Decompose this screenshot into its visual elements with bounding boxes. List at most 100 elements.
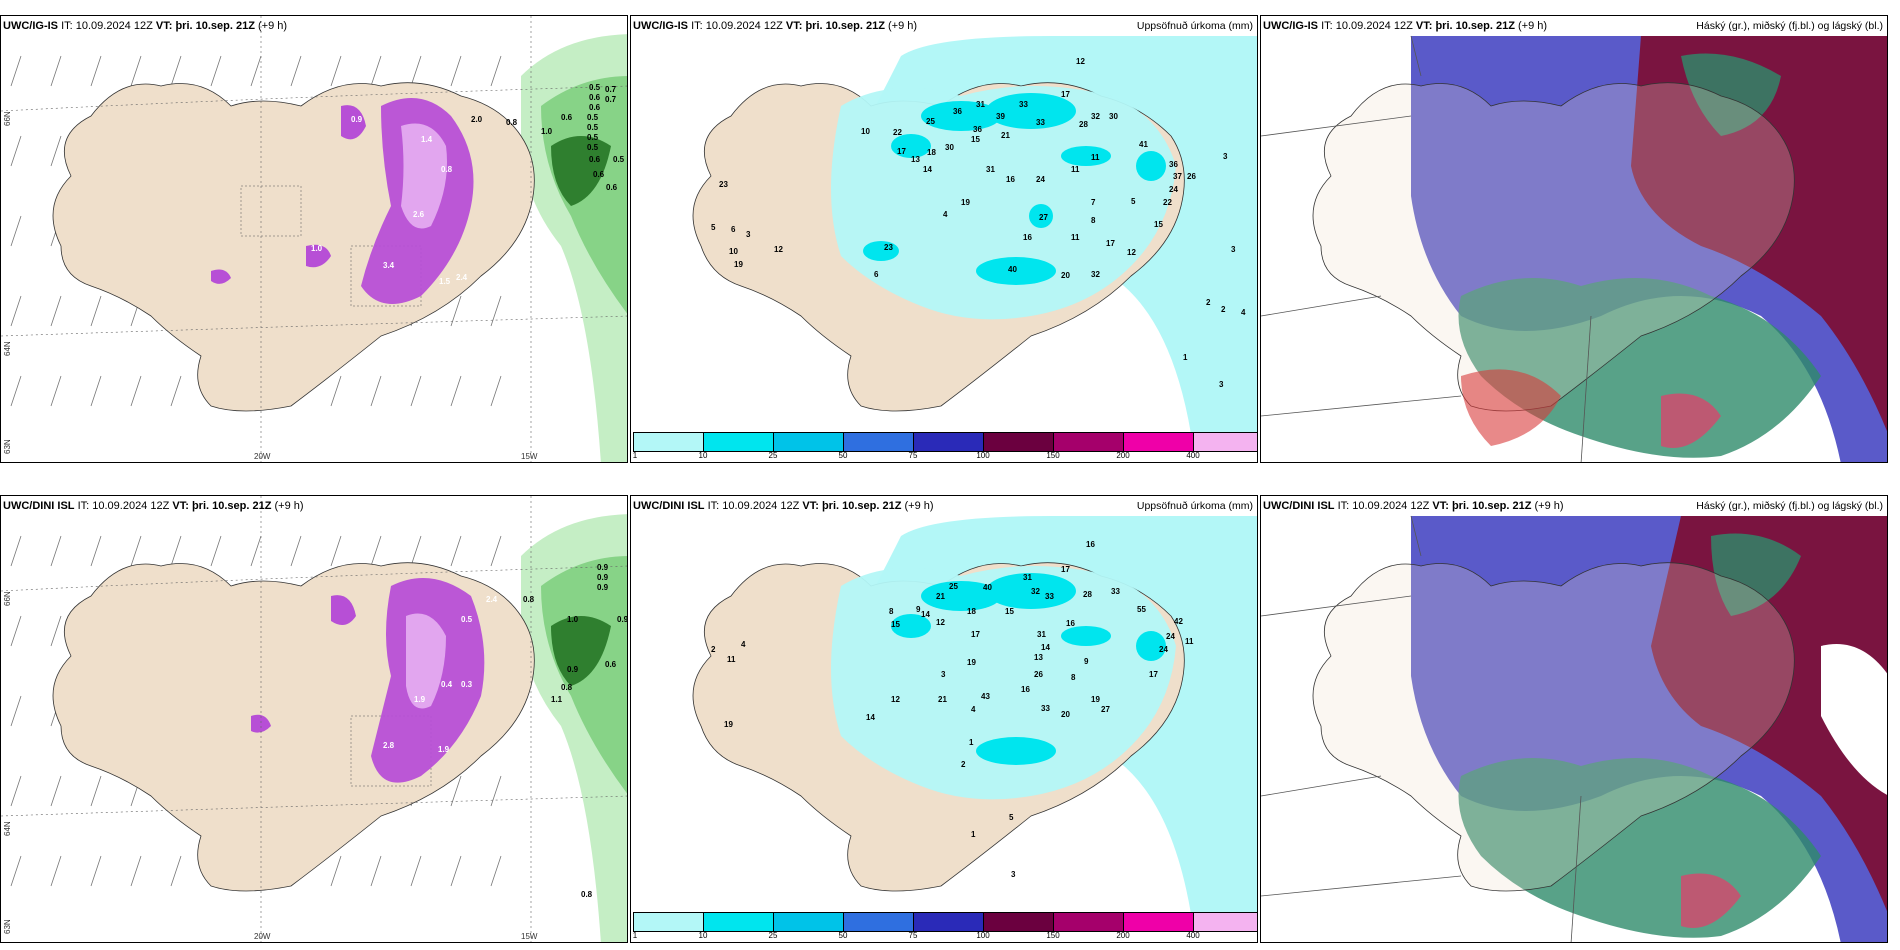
value-label: 0.9: [597, 583, 609, 592]
value-label: 32: [1031, 587, 1040, 596]
value-label: 11: [1091, 153, 1100, 162]
value-label: 17: [1061, 565, 1070, 574]
value-label: 31: [1023, 573, 1032, 582]
panel-header: UWC/DINI ISL IT: 10.09.2024 12Z VT: þri.…: [633, 500, 934, 512]
value-label: 9: [916, 605, 921, 614]
value-label: 0.9: [597, 573, 609, 582]
value-label: 9: [1084, 657, 1089, 666]
colorbar-tick: 25: [768, 451, 778, 460]
value-label: 15: [891, 620, 900, 629]
value-label: 27: [1039, 213, 1048, 222]
value-label: 1.5: [439, 277, 451, 286]
value-label: 0.8: [523, 595, 535, 604]
value-label: 31: [976, 100, 985, 109]
value-label: 5: [1131, 197, 1136, 206]
value-label: 8: [1071, 673, 1076, 682]
value-label: 36: [953, 107, 962, 116]
colorbar-tick: 100: [976, 931, 990, 940]
value-label: 7: [1091, 198, 1096, 207]
value-label: 0.7: [605, 95, 617, 104]
value-label: 2.4: [486, 595, 498, 604]
value-label: 14: [921, 610, 930, 619]
colorbar-swatch: [914, 913, 984, 931]
colorbar: 1 10 25 50 75 100 150 200 400: [631, 432, 1257, 462]
value-label: 17: [971, 630, 980, 639]
value-label: 4: [1241, 308, 1246, 317]
value-label: 19: [724, 720, 733, 729]
colorbar-tick: 75: [908, 451, 918, 460]
colorbar-tick: 400: [1186, 931, 1200, 940]
lon-label: 20W: [254, 452, 271, 461]
lon-label: 15W: [521, 452, 538, 461]
value-label: 31: [1037, 630, 1046, 639]
colorbar-swatch: [1124, 913, 1194, 931]
value-label: 13: [1034, 653, 1043, 662]
value-label: 0.6: [589, 93, 601, 102]
value-label: 2: [961, 760, 966, 769]
value-label: 0.6: [606, 183, 618, 192]
value-label: 11: [1071, 233, 1080, 242]
colorbar-tick: 200: [1116, 931, 1130, 940]
value-label: 6: [874, 270, 879, 279]
colorbar-swatch: [1054, 913, 1124, 931]
panel-title: Háský (gr.), miðský (fj.bl.) og lágský (…: [1696, 20, 1883, 32]
panel-header: UWC/IG-IS IT: 10.09.2024 12Z VT: þri. 10…: [633, 20, 918, 32]
lat-label: 63N: [3, 919, 12, 934]
value-label: 21: [938, 695, 947, 704]
value-label: 0.9: [597, 563, 609, 572]
value-label: 1: [1183, 353, 1188, 362]
value-label: 8: [1091, 216, 1096, 225]
value-label: 30: [945, 143, 954, 152]
value-label: 0.5: [587, 143, 599, 152]
colorbar-swatch: [1124, 433, 1194, 451]
colorbar-tick: 100: [976, 451, 990, 460]
value-label: 1.0: [567, 615, 579, 624]
panel-header: UWC/IG-IS IT: 10.09.2024 12Z VT: þri. 10…: [1263, 20, 1548, 32]
colorbar-tick: 50: [838, 931, 848, 940]
value-label: 32: [1091, 112, 1100, 121]
value-label: 2.4: [456, 273, 468, 282]
value-label: 26: [1034, 670, 1043, 679]
value-label: 17: [897, 147, 906, 156]
panel-bottom-right-clouds: UWC/DINI ISL IT: 10.09.2024 12Z VT: þri.…: [1260, 495, 1888, 943]
value-label: 55: [1137, 605, 1146, 614]
value-label: 0.5: [613, 155, 625, 164]
value-label: 33: [1036, 118, 1045, 127]
value-label: 24: [1036, 175, 1045, 184]
map-bottom-right: [1261, 496, 1887, 942]
colorbar-swatch: [774, 433, 844, 451]
value-label: 23: [719, 180, 728, 189]
value-label: 40: [983, 583, 992, 592]
value-label: 30: [1109, 112, 1118, 121]
value-label: 11: [727, 655, 736, 664]
value-label: 33: [1111, 587, 1120, 596]
colorbar-swatch: [984, 913, 1054, 931]
value-label: 16: [1066, 619, 1075, 628]
panel-header: UWC/DINI ISL IT: 10.09.2024 12Z VT: þri.…: [3, 500, 304, 512]
value-label: 1.9: [414, 695, 426, 704]
value-label: 4: [741, 640, 746, 649]
map-top-left: [1, 16, 627, 462]
value-label: 18: [967, 607, 976, 616]
colorbar-tick: 10: [698, 931, 708, 940]
value-label: 0.4: [441, 680, 453, 689]
map-top-middle: [631, 16, 1257, 434]
value-label: 23: [884, 243, 893, 252]
colorbar-tick: 1: [632, 451, 638, 460]
value-label: 4: [943, 210, 948, 219]
colorbar-tick: 10: [698, 451, 708, 460]
colorbar-swatch: [704, 433, 774, 451]
value-label: 12: [774, 245, 783, 254]
value-label: 0.8: [441, 165, 453, 174]
colorbar-swatch: [1194, 433, 1257, 451]
colorbar-swatch: [1194, 913, 1257, 931]
value-label: 20: [1061, 271, 1070, 280]
value-label: 19: [1091, 695, 1100, 704]
value-label: 16: [1021, 685, 1030, 694]
value-label: 14: [866, 713, 875, 722]
value-label: 17: [1149, 670, 1158, 679]
value-label: 3: [941, 670, 946, 679]
value-label: 1.4: [421, 135, 433, 144]
colorbar-tick: 200: [1116, 451, 1130, 460]
panel-top-middle-accumulated-precip: UWC/IG-IS IT: 10.09.2024 12Z VT: þri. 10…: [630, 15, 1258, 463]
